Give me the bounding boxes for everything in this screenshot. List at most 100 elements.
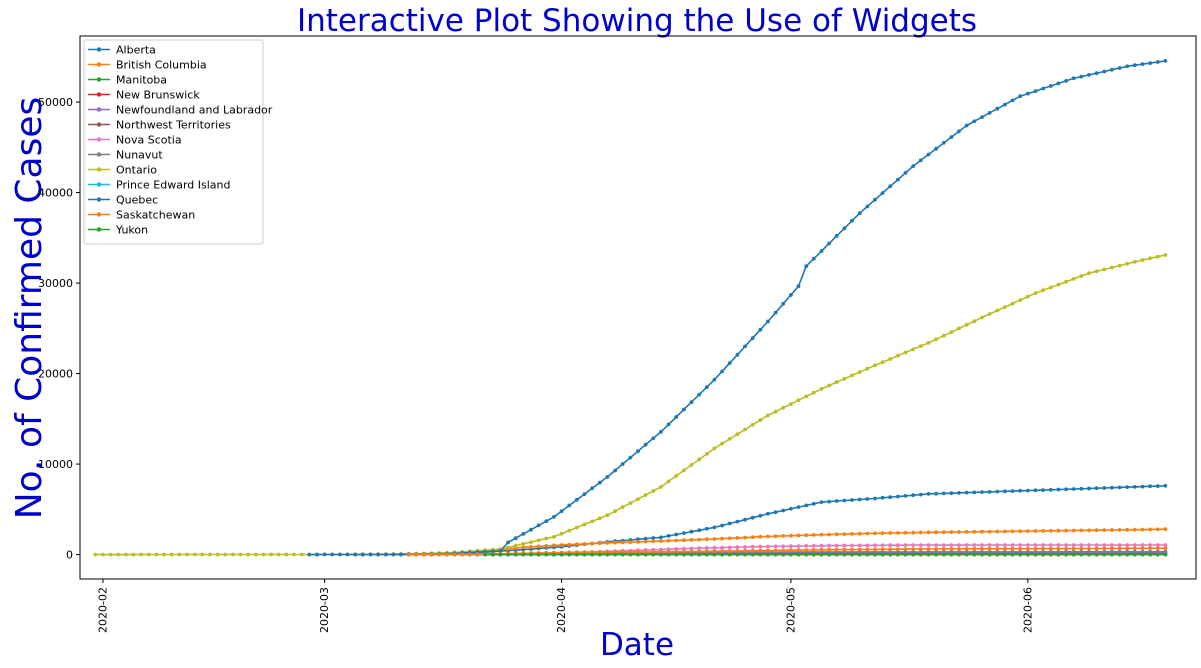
data-point (865, 552, 870, 557)
data-point (949, 135, 954, 140)
data-point (1132, 546, 1137, 551)
data-point (1041, 546, 1045, 551)
data-point (1094, 269, 1099, 274)
legend-marker (96, 167, 102, 172)
legend-label: British Columbia (116, 59, 207, 72)
data-point (162, 552, 167, 557)
data-point (697, 549, 702, 554)
data-point (834, 552, 839, 557)
data-point (651, 489, 656, 493)
data-point (964, 123, 969, 128)
data-point (253, 552, 258, 557)
data-point (888, 357, 893, 361)
data-point (796, 284, 801, 289)
data-point (987, 312, 992, 316)
data-point (918, 552, 923, 557)
data-point (773, 548, 778, 553)
data-point (735, 545, 740, 550)
data-point (643, 536, 648, 541)
legend-entry: Yukon (88, 224, 148, 237)
data-point (911, 543, 916, 547)
legend-label: Alberta (116, 44, 156, 57)
data-point (93, 552, 98, 557)
data-point (896, 552, 900, 557)
data-point (613, 509, 617, 514)
legend-entry: Quebec (88, 194, 158, 207)
legend-label: Nunavut (116, 149, 163, 162)
data-point (544, 519, 549, 524)
data-point (559, 531, 564, 536)
data-point (1041, 543, 1045, 547)
data-point (789, 544, 793, 549)
data-point (666, 422, 671, 427)
data-point (1010, 552, 1015, 557)
data-point (949, 330, 954, 334)
x-tick-label: 2020-02 (96, 587, 109, 633)
data-point (888, 184, 893, 189)
data-point (1071, 76, 1076, 81)
data-point (1087, 543, 1091, 547)
data-point (911, 547, 916, 551)
data-point (735, 552, 740, 557)
data-point (1056, 487, 1061, 492)
data-point (429, 552, 434, 557)
data-point (666, 549, 671, 554)
data-point (1064, 543, 1068, 547)
data-point (689, 549, 694, 554)
data-point (208, 552, 212, 557)
data-point (1079, 543, 1084, 547)
data-point (712, 446, 717, 451)
data-point (490, 549, 495, 554)
data-point (873, 547, 877, 552)
data-point (888, 552, 893, 557)
data-point (590, 486, 594, 491)
data-point (1155, 254, 1160, 259)
data-point (697, 546, 702, 551)
data-point (934, 552, 938, 557)
data-point (712, 525, 717, 530)
legend-marker (96, 227, 102, 232)
data-point (1117, 552, 1122, 557)
data-point (1117, 546, 1122, 551)
data-point (1064, 552, 1068, 557)
data-point (766, 544, 770, 549)
data-point (1087, 486, 1091, 491)
data-point (811, 390, 816, 395)
data-point (773, 552, 778, 557)
chart-title: Interactive Plot Showing the Use of Widg… (297, 3, 977, 39)
data-point (727, 545, 732, 550)
data-point (1010, 529, 1015, 534)
data-point (704, 452, 709, 456)
data-point (1041, 529, 1045, 533)
data-point (1102, 543, 1107, 547)
data-point (1148, 552, 1152, 557)
legend-entry: British Columbia (88, 59, 207, 72)
data-point (636, 537, 640, 542)
data-point (781, 544, 786, 549)
data-point (1117, 66, 1122, 70)
x-tick-label: 2020-03 (318, 587, 331, 633)
data-point (475, 552, 480, 557)
data-point (850, 532, 854, 536)
data-point (1033, 89, 1038, 93)
data-point (750, 552, 755, 557)
data-point (1018, 94, 1023, 99)
data-point (682, 407, 686, 412)
data-point (1018, 546, 1023, 551)
data-point (1079, 74, 1084, 79)
data-point (513, 552, 518, 557)
data-point (483, 552, 487, 557)
data-point (880, 552, 885, 557)
data-point (620, 552, 625, 557)
data-point (1125, 552, 1130, 557)
legend-entry: Alberta (88, 44, 156, 57)
data-point (1094, 546, 1099, 551)
data-point (873, 496, 877, 501)
data-point (674, 474, 679, 478)
data-point (529, 552, 533, 557)
legend-entry: Ontario (88, 164, 157, 177)
data-point (827, 552, 831, 557)
data-point (712, 552, 717, 557)
data-point (1018, 543, 1023, 547)
data-point (789, 548, 793, 553)
